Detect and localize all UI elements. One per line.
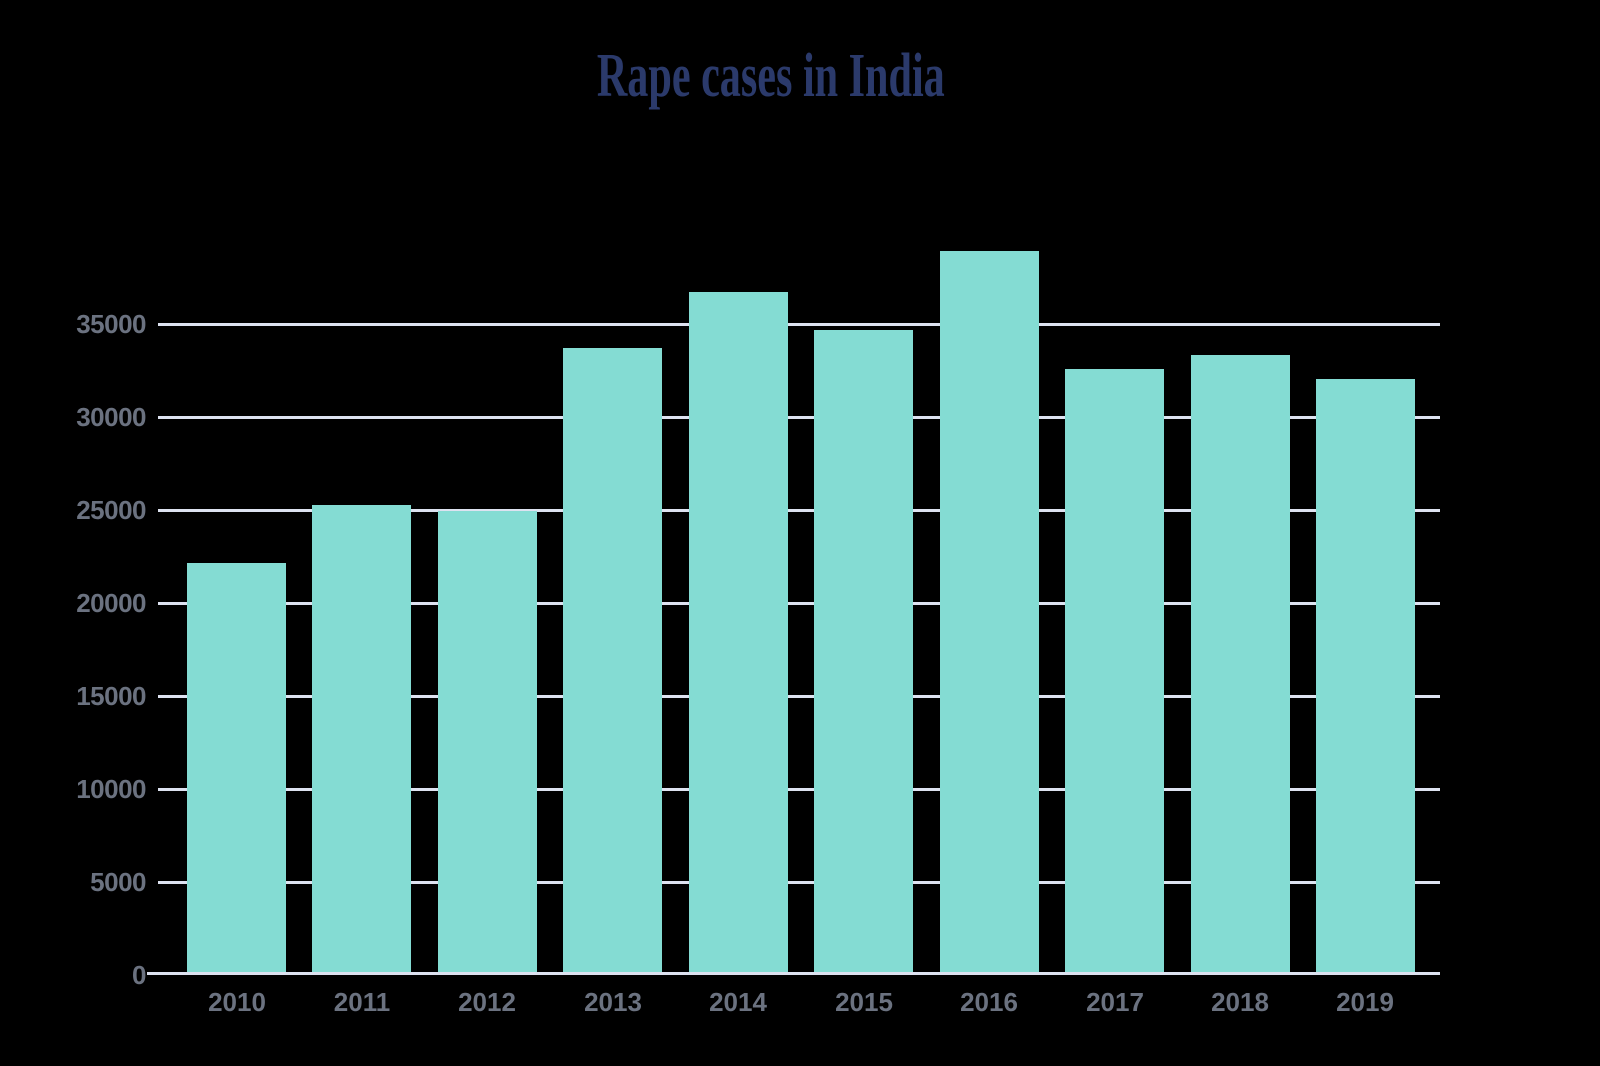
x-tick-label-2019: 2019 bbox=[1336, 987, 1394, 1017]
bar-2018 bbox=[1191, 355, 1290, 975]
bar-2013 bbox=[563, 348, 662, 975]
chart-title-text: Rape cases in India bbox=[597, 42, 945, 110]
x-tick-label-2015: 2015 bbox=[835, 987, 893, 1017]
plot-area bbox=[158, 231, 1440, 975]
x-tick-label-2012: 2012 bbox=[458, 987, 516, 1017]
x-tick-label-2018: 2018 bbox=[1211, 987, 1269, 1017]
gridline-y35000 bbox=[158, 322, 1440, 326]
y-tick-label-0: 0 bbox=[132, 960, 146, 990]
x-axis-line bbox=[147, 972, 1440, 975]
gridline-y10000 bbox=[158, 787, 1440, 791]
x-tick-label-2013: 2013 bbox=[584, 987, 642, 1017]
gridline-y25000 bbox=[158, 508, 1440, 512]
x-tick-label-2011: 2011 bbox=[333, 987, 391, 1017]
x-tick-label-2014: 2014 bbox=[709, 987, 767, 1017]
x-tick-label-2017: 2017 bbox=[1086, 987, 1144, 1017]
gridline-y15000 bbox=[158, 694, 1440, 698]
y-tick-label-35000: 35000 bbox=[76, 309, 146, 339]
chart-title: Rape cases in India bbox=[0, 40, 1542, 112]
bar-2019 bbox=[1316, 379, 1415, 975]
gridline-y20000 bbox=[158, 601, 1440, 605]
y-tick-label-20000: 20000 bbox=[76, 588, 146, 618]
y-tick-label-30000: 30000 bbox=[76, 402, 146, 432]
bar-2014 bbox=[689, 292, 788, 975]
gridline-y5000 bbox=[158, 880, 1440, 884]
bar-2012 bbox=[438, 511, 537, 975]
y-tick-label-5000: 5000 bbox=[90, 867, 146, 897]
x-tick-label-2010: 2010 bbox=[208, 987, 266, 1017]
bar-2015 bbox=[814, 330, 913, 975]
bar-2017 bbox=[1065, 369, 1164, 975]
bar-2010 bbox=[187, 563, 286, 975]
gridline-y30000 bbox=[158, 415, 1440, 419]
y-tick-label-10000: 10000 bbox=[76, 774, 146, 804]
y-tick-label-15000: 15000 bbox=[76, 681, 146, 711]
bar-2011 bbox=[312, 505, 411, 975]
bar-2016 bbox=[940, 251, 1039, 975]
x-tick-label-2016: 2016 bbox=[960, 987, 1018, 1017]
y-tick-label-25000: 25000 bbox=[76, 495, 146, 525]
